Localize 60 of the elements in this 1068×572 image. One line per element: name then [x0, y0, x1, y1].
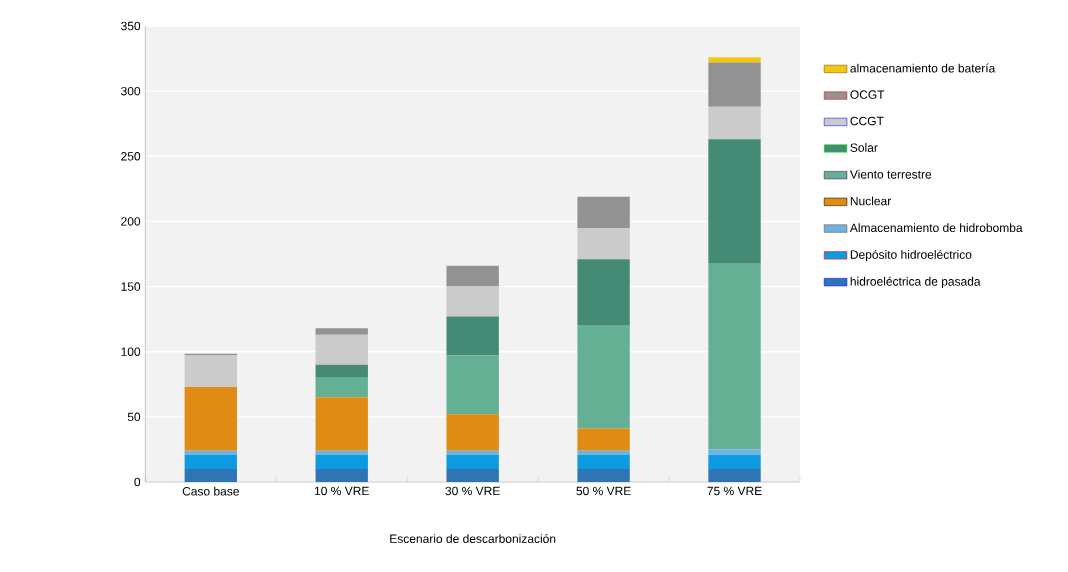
bar [315, 454, 368, 469]
bar [446, 286, 499, 317]
legend-label: Viento terrestre [849, 169, 932, 179]
bar [446, 468, 499, 482]
bar [708, 62, 761, 107]
legend-label: Nuclear [850, 196, 892, 206]
bar [446, 454, 499, 469]
bar [577, 325, 630, 429]
y-tick-label: 50 [127, 412, 141, 422]
legend-label: Depósito hidroeléctrico [850, 249, 972, 262]
bar [184, 386, 237, 451]
bar [708, 106, 761, 140]
bar [184, 355, 237, 387]
y-tick-label: 100 [121, 347, 141, 356]
y-tick-label: 350 [121, 21, 141, 31]
bar [315, 364, 368, 378]
bar [315, 328, 368, 335]
bar [315, 468, 368, 482]
bar [184, 450, 237, 455]
x-tick-label: 50 % VRE [576, 486, 631, 496]
bar [315, 450, 368, 455]
bar [708, 139, 761, 264]
bar [446, 450, 499, 455]
x-tick-label: 75 % VRE [707, 486, 762, 496]
bar [708, 454, 761, 469]
x-axis-title: Escenario de descarbonización [390, 534, 556, 543]
bar [184, 468, 237, 482]
y-tick-label: 150 [121, 282, 141, 291]
bar [708, 263, 761, 450]
bar [577, 454, 630, 469]
bar [446, 355, 499, 415]
bar [577, 450, 630, 455]
legend-label: CCGT [850, 116, 884, 126]
bar [577, 259, 630, 326]
bar [577, 196, 630, 228]
x-tick-label: Caso base [182, 486, 239, 496]
bar [315, 397, 368, 451]
bar [184, 454, 237, 469]
bar [708, 57, 761, 63]
y-tick-label: 300 [121, 86, 141, 96]
bar [577, 468, 630, 482]
bar [577, 227, 630, 260]
bar [577, 428, 630, 451]
x-tick-label: 10 % VRE [314, 486, 369, 496]
bar [446, 414, 499, 451]
bar [708, 449, 761, 455]
legend-label: almacenamiento de batería [850, 63, 996, 73]
y-tick-label: 0 [134, 477, 141, 487]
bar [446, 316, 499, 356]
bar [315, 334, 368, 365]
x-tick-label: 30 % VRE [445, 486, 500, 496]
y-tick-label: 250 [121, 152, 141, 161]
legend-label: Solar [850, 143, 878, 152]
bar [315, 377, 368, 398]
legend-label: Almacenamiento de hidrobomba [849, 223, 1023, 233]
legend-label: hidroeléctrica de pasada [850, 276, 981, 289]
bar [446, 265, 499, 287]
y-tick-label: 200 [121, 217, 141, 226]
bar [708, 468, 761, 482]
legend-label: OCGT [850, 90, 885, 99]
